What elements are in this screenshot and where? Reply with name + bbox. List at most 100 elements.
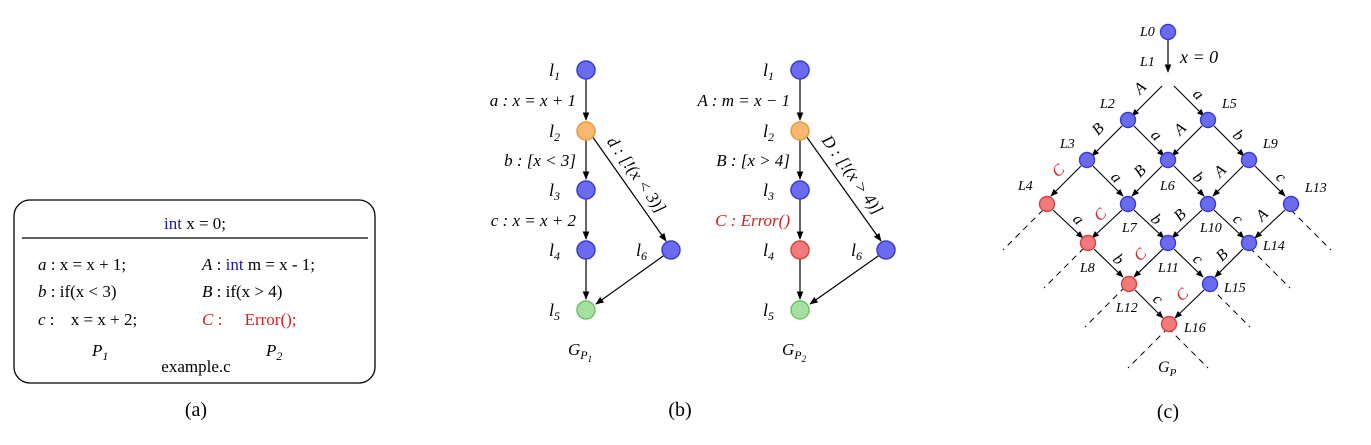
gp1-label-l2: l2 [549, 121, 560, 144]
edge-letter-C-1: C [1049, 161, 1069, 181]
caption-a: (a) [185, 399, 207, 421]
gp1-label-l3: l3 [549, 180, 560, 203]
label-L3: L3 [1059, 137, 1075, 152]
panel-b: l1 l2 l3 l4 l5 l6 a : x = x + 1 b : [x <… [490, 60, 896, 421]
lattice-node-L5 [1199, 111, 1217, 129]
gp2-label-l5: l5 [763, 300, 774, 323]
edge-letter-C-2: C [1091, 205, 1111, 225]
lattice-node-L10 [1199, 195, 1217, 213]
gp2-label-l1: l1 [763, 60, 774, 83]
gp1-node-l2 [576, 121, 596, 141]
gp2-node-l3 [790, 180, 810, 200]
graph-gp1: l1 l2 l3 l4 l5 l6 a : x = x + 1 b : [x <… [490, 60, 681, 364]
gp-name: GP [1158, 359, 1177, 379]
gp2-node-l1 [790, 60, 810, 80]
dashed-continuations [1002, 209, 1332, 369]
gp1-node-l3 [576, 180, 596, 200]
lattice-node-L14 [1240, 234, 1258, 252]
gp2-edge-l6-l5 [809, 253, 882, 305]
edge-letter-a-3: a [1107, 169, 1125, 187]
gp2-label-l2: l2 [763, 121, 774, 144]
filename: example.c [161, 357, 231, 376]
gp1-label-l5: l5 [549, 300, 560, 323]
lattice-node-labels: L0 L1 L2 L5 L3 L6 L9 L4 L7 L10 L13 L8 L1… [1017, 25, 1327, 336]
edge-letter-B-4: B [1213, 246, 1232, 265]
edge-letter-B-1: B [1089, 120, 1108, 139]
gp1-edge-label-d: d : [!(x < 3)] [603, 133, 670, 217]
label-L6: L6 [1159, 179, 1175, 194]
label-L15: L15 [1223, 281, 1246, 296]
caption-b: (b) [668, 399, 691, 421]
init-edge-label: x = 0 [1179, 47, 1218, 67]
gp1-label-l1: l1 [549, 60, 560, 83]
gp2-node-l6 [876, 240, 896, 260]
label-L2: L2 [1099, 97, 1115, 112]
edge-letter-B-3: B [1171, 206, 1190, 225]
label-L12: L12 [1115, 301, 1138, 316]
lattice-node-L3 [1078, 151, 1096, 169]
gp2-edge-label-A: A : m = x − 1 [696, 91, 790, 110]
lattice-node-L12 [1120, 275, 1138, 293]
lattice-node-L6 [1159, 151, 1177, 169]
code-line-a: a : x = x + 1; [38, 255, 126, 274]
code-line-b: b : if(x < 3) [38, 282, 117, 301]
gp1-edge-label-a: a : x = x + 1 [490, 91, 576, 110]
label-L1: L1 [1139, 55, 1155, 70]
edge-letter-c-3: c [1189, 251, 1206, 268]
gp1-label-l6: l6 [636, 240, 647, 263]
program-p1-label: P1 [91, 341, 108, 363]
gp1-edge-d [591, 135, 667, 242]
gp1-name: GP1 [568, 340, 592, 364]
caption-c: (c) [1157, 401, 1179, 423]
gp1-label-l4: l4 [549, 240, 560, 263]
edge-letter-A-4: A [1252, 206, 1272, 226]
edge-letter-A-3: A [1210, 162, 1230, 182]
lattice-node-L8 [1079, 234, 1097, 252]
edge-letter-a-4: a [1069, 211, 1087, 229]
label-L0: L0 [1139, 25, 1155, 40]
edge-letter-b-1: b [1229, 127, 1247, 145]
panel-c: L0 L1 L2 L5 L3 L6 L9 L4 L7 L10 L13 L8 L1… [1002, 23, 1332, 423]
edge-letter-C-3: C [1131, 245, 1151, 265]
gp1-node-l1 [576, 60, 596, 80]
label-L13: L13 [1304, 181, 1327, 196]
lattice-node-L13 [1282, 195, 1300, 213]
code-line-c: c : x = x + 2; [38, 310, 137, 329]
gp2-edge-label-D: D : [!(x > 4)] [817, 131, 887, 218]
label-L7: L7 [1121, 221, 1138, 236]
lattice-node-L7 [1119, 195, 1137, 213]
code-box [13, 199, 376, 384]
gp2-node-l4 [790, 240, 810, 260]
label-L9: L9 [1262, 137, 1278, 152]
gp2-node-l2 [790, 121, 810, 141]
gp2-node-l5 [790, 300, 810, 320]
program-p2-label: P2 [265, 341, 282, 363]
gp2-edge-label-B: B : [x > 4] [716, 151, 790, 170]
lattice-node-L0 [1159, 23, 1177, 41]
gp1-node-l6 [661, 240, 681, 260]
gp1-node-l5 [576, 300, 596, 320]
edge-letter-a-1: a [1189, 86, 1207, 104]
edge-letter-B-2: B [1131, 162, 1150, 181]
edge-letter-c-2: c [1229, 211, 1246, 228]
gp2-edge-label-C: C : Error() [715, 211, 790, 230]
lattice-node-L16 [1160, 315, 1178, 333]
gp1-node-l4 [576, 240, 596, 260]
code-line-C: C : Error(); [202, 310, 297, 329]
label-L5: L5 [1221, 97, 1237, 112]
code-line-B: B : if(x > 4) [202, 282, 282, 301]
edge-letter-C-4: C [1173, 285, 1193, 305]
edge-letter-c-4: c [1149, 291, 1166, 308]
edge-letter-c-1: c [1272, 169, 1289, 186]
code-header: int x = 0; [164, 214, 226, 233]
gp2-label-l6: l6 [851, 240, 862, 263]
lattice-node-L4 [1038, 195, 1056, 213]
lattice-node-L9 [1240, 151, 1258, 169]
code-line-A: A : int m = x - 1; [201, 255, 315, 274]
gp1-edge-l6-l5 [595, 253, 667, 305]
graph-gp2: l1 l2 l3 l4 l5 l6 A : m = x − 1 B : [x >… [696, 60, 896, 364]
gp2-edge-D [805, 135, 882, 242]
lattice-node-L2 [1119, 111, 1137, 129]
label-L4: L4 [1017, 179, 1033, 194]
